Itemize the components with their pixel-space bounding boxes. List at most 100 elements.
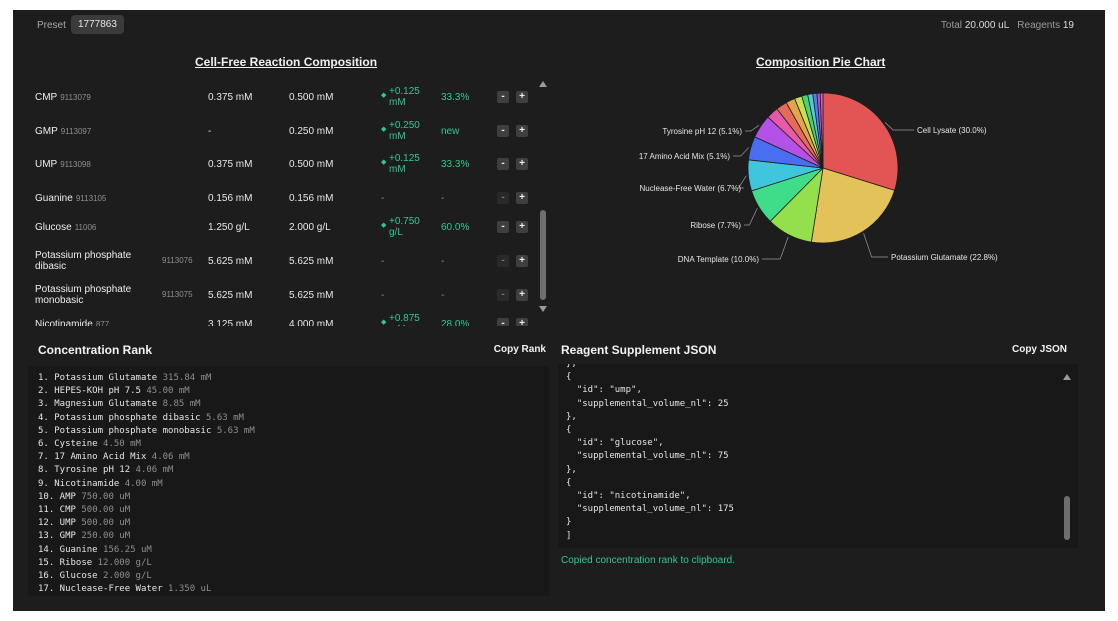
rank-item-label: 11. CMP (38, 505, 76, 515)
copy-json-button[interactable]: Copy JSON (1011, 344, 1067, 355)
json-scrollbar-thumb[interactable] (1064, 496, 1070, 540)
pie-leader-line (745, 125, 760, 132)
rank-item-label: 17. Nuclease-Free Water (38, 584, 163, 595)
change-value: ◆+0.875 mM (381, 313, 433, 326)
increase-button[interactable]: + (516, 221, 528, 233)
preset-label: Preset (37, 20, 66, 31)
rank-item: 8. Tyrosine pH 12 4.06 mM (38, 465, 173, 475)
json-panel: Reagent Supplement JSON Copy JSON }, { "i… (557, 336, 1083, 598)
reagent-name: CMP 9113079 (35, 92, 91, 103)
pie-chart: Cell Lysate (30.0%) Potassium Glutamate (… (573, 50, 1105, 340)
change-value: ◆ +0.250 mM (381, 120, 433, 142)
reagent-id: 9113105 (75, 194, 107, 203)
rank-item-label: 8. Tyrosine pH 12 (38, 465, 131, 476)
pie-slice-label: Cell Lysate (30.0%) (917, 126, 987, 135)
increase-button[interactable]: + (516, 192, 528, 204)
change-percent: 28.0% (441, 319, 470, 326)
current-conc: 0.375 mM (208, 159, 253, 170)
rank-item-amount: 500.00 uM (81, 518, 131, 529)
rank-item-label: 13. GMP (38, 531, 76, 542)
json-line: { (566, 372, 572, 383)
rank-item: 2. HEPES-KOH pH 7.5 45.00 mM (38, 386, 190, 396)
change-percent: 33.3% (441, 159, 470, 170)
change-value: - (381, 256, 385, 267)
increase-button[interactable]: + (516, 91, 528, 103)
rank-item: 17. Nuclease-Free Water 1.350 uL (38, 584, 211, 594)
decrease-button[interactable]: - (497, 158, 509, 170)
current-conc: 1.250 g/L (208, 222, 250, 233)
json-scroll-up-arrow[interactable] (1063, 374, 1071, 380)
status-message: Copied concentration rank to clipboard. (561, 555, 735, 566)
pie-slice (819, 92, 824, 169)
json-line: "supplemental_volume_nl": 25 (566, 398, 729, 409)
decrease-button[interactable]: - (497, 125, 509, 137)
pie-chart-svg: Cell Lysate (30.0%) Potassium Glutamate (… (639, 92, 998, 264)
json-code-view[interactable]: }, { "id": "ump", "supplemental_volume_nl… (558, 364, 1078, 548)
scroll-down-arrow[interactable] (539, 306, 547, 312)
reagent-name: Glucose 11006 (35, 222, 96, 233)
reagents-label: Reagents (1017, 20, 1061, 31)
copy-rank-button[interactable]: Copy Rank (493, 344, 546, 355)
reagent-name-text: GMP (35, 126, 58, 137)
increase-diamond-icon: ◆ (381, 126, 387, 133)
increase-button[interactable]: + (516, 158, 528, 170)
pie-leader-line (762, 236, 789, 260)
rank-item-amount: 5.63 mM (216, 425, 255, 436)
rank-item: 1. Potassium Glutamate 315.84 mM (38, 373, 211, 383)
rank-item-amount: 1.350 uL (168, 584, 212, 595)
pie-leader-line (733, 147, 750, 157)
increase-button[interactable]: + (516, 289, 528, 301)
change-value: - (381, 193, 385, 204)
rank-item-label: 14. Guanine (38, 544, 98, 555)
reagent-name: Nicotinamide 877 (35, 319, 109, 326)
decrease-button[interactable]: - (497, 289, 509, 301)
change-text: +0.250 mM (389, 120, 420, 142)
table-scrollbar-thumb[interactable] (540, 210, 546, 300)
rank-item-label: 12. UMP (38, 518, 76, 529)
increase-button[interactable]: + (516, 318, 528, 326)
reagent-id: 877 (95, 320, 110, 326)
rank-item-label: 16. Glucose (38, 571, 98, 581)
pie-slice (810, 167, 896, 244)
increase-button[interactable]: + (516, 125, 528, 137)
current-conc: 0.156 mM (208, 193, 253, 204)
reagent-id: 9113079 (60, 93, 91, 102)
table-row: Guanine 9113105 0.156 mM 0.156 mM - - - + (13, 183, 548, 213)
current-conc: - (208, 126, 212, 137)
reagent-name: GMP 9113097 (35, 126, 91, 137)
reagent-name: Potassium phosphate monobasic (35, 284, 132, 306)
composition-table[interactable]: CMP 9113079 0.375 mM 0.500 mM ◆ +0.125 mM 33.3… (13, 76, 551, 326)
concentration-rank-panel: Concentration Rank Copy Rank 1. Potassiu… (27, 336, 550, 598)
preset-select[interactable]: 1777863 (71, 15, 124, 34)
decrease-button[interactable]: - (497, 318, 509, 326)
current-conc: 5.625 mM (208, 290, 253, 301)
decrease-button[interactable]: - (497, 255, 509, 267)
reagent-id: 9113076 (162, 256, 193, 265)
target-conc: 0.250 mM (289, 126, 334, 137)
pie-leader-line (737, 175, 747, 189)
rank-item: 5. Potassium phosphate monobasic 5.63 mM (38, 426, 255, 436)
change-text: +0.750 g/L (389, 216, 420, 238)
rank-item-amount: 250.00 uM (81, 531, 131, 542)
pie-slice-label: Potassium Glutamate (22.8%) (891, 253, 998, 262)
rank-item: 14. Guanine 156.25 uM (38, 545, 152, 555)
reagent-name-text: CMP (35, 92, 58, 103)
change-percent: new (441, 126, 460, 137)
scroll-up-arrow[interactable] (539, 81, 547, 87)
rank-item: 16. Glucose 2.000 g/L (38, 571, 152, 581)
decrease-button[interactable]: - (497, 91, 509, 103)
decrease-button[interactable]: - (497, 192, 509, 204)
change-text: +0.125 mM (389, 153, 420, 175)
increase-button[interactable]: + (516, 255, 528, 267)
target-conc: 0.500 mM (289, 159, 334, 170)
table-row: Potassium phosphate dibasic 9113076 5.625 … (13, 246, 548, 276)
totals-readout: Total 20.000 uL Reagents 19 (941, 20, 1074, 31)
change-value: - (381, 290, 385, 301)
pie-slice-label: Nuclease-Free Water (6.7%) (639, 184, 741, 193)
reagent-id: 9113075 (162, 290, 193, 299)
pie-slice-label: Tyrosine pH 12 (5.1%) (662, 127, 742, 136)
decrease-button[interactable]: - (497, 221, 509, 233)
current-conc: 3.125 mM (208, 319, 253, 326)
reagent-name: Guanine 9113105 (35, 193, 106, 204)
